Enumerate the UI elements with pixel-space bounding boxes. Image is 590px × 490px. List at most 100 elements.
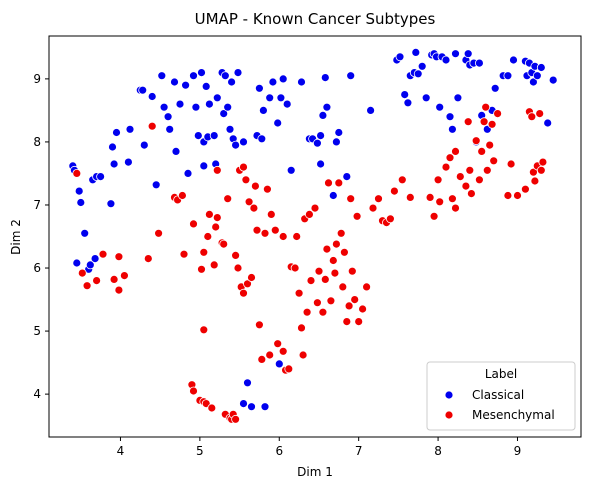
legend-title: Label bbox=[485, 367, 517, 381]
point-classical-5 bbox=[80, 228, 90, 238]
chart-title: UMAP - Known Cancer Subtypes bbox=[195, 10, 436, 28]
point-mesenchymal-120 bbox=[466, 189, 476, 199]
point-classical-116 bbox=[509, 55, 518, 65]
point-classical-56 bbox=[247, 402, 256, 412]
point-mesenchymal-106 bbox=[405, 192, 415, 202]
point-classical-76 bbox=[320, 73, 330, 82]
point-mesenchymal-81 bbox=[324, 178, 333, 188]
point-mesenchymal-47 bbox=[243, 279, 252, 289]
point-mesenchymal-1 bbox=[77, 268, 87, 278]
point-mesenchymal-76 bbox=[312, 298, 322, 308]
point-mesenchymal-134 bbox=[521, 184, 530, 194]
point-mesenchymal-58 bbox=[266, 209, 276, 219]
point-classical-41 bbox=[209, 131, 219, 141]
point-mesenchymal-66 bbox=[290, 263, 300, 273]
point-mesenchymal-112 bbox=[445, 153, 455, 163]
x-tick-label-6: 6 bbox=[275, 444, 283, 458]
point-classical-91 bbox=[413, 69, 423, 79]
point-mesenchymal-78 bbox=[318, 307, 328, 317]
point-classical-10 bbox=[90, 254, 100, 264]
point-mesenchymal-72 bbox=[302, 307, 312, 317]
point-mesenchymal-100 bbox=[374, 194, 383, 204]
point-classical-100 bbox=[445, 112, 455, 122]
point-classical-126 bbox=[548, 75, 558, 85]
point-classical-63 bbox=[268, 77, 278, 87]
point-mesenchymal-128 bbox=[487, 119, 497, 129]
point-classical-17 bbox=[125, 124, 135, 134]
point-classical-66 bbox=[276, 93, 286, 103]
point-mesenchymal-107 bbox=[425, 192, 435, 202]
point-mesenchymal-114 bbox=[451, 146, 460, 156]
point-mesenchymal-126 bbox=[482, 165, 492, 175]
point-classical-115 bbox=[503, 71, 513, 81]
point-mesenchymal-10 bbox=[147, 121, 157, 131]
legend-entry-classical: Classical bbox=[472, 388, 524, 402]
point-mesenchymal-50 bbox=[249, 203, 259, 213]
point-mesenchymal-67 bbox=[292, 232, 302, 241]
point-mesenchymal-124 bbox=[479, 117, 489, 127]
point-classical-28 bbox=[171, 146, 181, 156]
point-classical-3 bbox=[74, 186, 84, 196]
point-classical-68 bbox=[282, 99, 292, 109]
point-mesenchymal-14 bbox=[177, 191, 187, 200]
point-classical-127 bbox=[297, 77, 306, 87]
point-classical-109 bbox=[474, 58, 484, 68]
point-mesenchymal-74 bbox=[306, 276, 316, 286]
point-mesenchymal-109 bbox=[433, 175, 443, 185]
y-tick-label-5: 5 bbox=[33, 324, 41, 338]
point-mesenchymal-105 bbox=[397, 175, 407, 185]
point-mesenchymal-68 bbox=[294, 288, 304, 298]
point-mesenchymal-75 bbox=[310, 203, 320, 213]
point-mesenchymal-89 bbox=[339, 247, 349, 257]
point-classical-69 bbox=[286, 165, 296, 175]
point-mesenchymal-29 bbox=[211, 222, 221, 232]
point-classical-92 bbox=[417, 61, 427, 71]
point-mesenchymal-110 bbox=[435, 197, 445, 207]
point-mesenchymal-132 bbox=[506, 159, 516, 169]
legend: Label Classical Mesenchymal bbox=[426, 361, 576, 431]
point-classical-53 bbox=[239, 137, 248, 147]
point-mesenchymal-139 bbox=[535, 109, 545, 118]
point-classical-45 bbox=[219, 109, 229, 118]
point-mesenchymal-4 bbox=[98, 249, 108, 259]
point-mesenchymal-113 bbox=[447, 194, 457, 204]
point-mesenchymal-98 bbox=[362, 282, 372, 292]
point-mesenchymal-51 bbox=[250, 181, 260, 191]
point-mesenchymal-18 bbox=[189, 219, 198, 229]
point-classical-2 bbox=[72, 258, 82, 268]
point-classical-19 bbox=[138, 85, 148, 95]
point-mesenchymal-121 bbox=[471, 136, 481, 146]
point-classical-34 bbox=[193, 131, 203, 141]
point-mesenchymal-96 bbox=[354, 317, 364, 327]
point-mesenchymal-84 bbox=[330, 268, 340, 278]
point-mesenchymal-25 bbox=[203, 232, 213, 241]
point-classical-113 bbox=[490, 83, 500, 93]
point-mesenchymal-141 bbox=[538, 157, 548, 167]
point-mesenchymal-44 bbox=[239, 162, 248, 172]
point-mesenchymal-82 bbox=[326, 296, 336, 306]
y-tick-label-6: 6 bbox=[33, 261, 41, 275]
point-classical-97 bbox=[435, 102, 445, 112]
point-classical-13 bbox=[108, 142, 117, 152]
point-mesenchymal-142 bbox=[527, 112, 537, 122]
point-mesenchymal-122 bbox=[474, 175, 484, 185]
point-mesenchymal-49 bbox=[247, 273, 256, 282]
point-mesenchymal-80 bbox=[322, 244, 332, 254]
point-mesenchymal-28 bbox=[209, 260, 219, 270]
point-classical-79 bbox=[331, 137, 341, 147]
point-mesenchymal-133 bbox=[513, 191, 522, 200]
point-mesenchymal-6 bbox=[114, 285, 124, 295]
point-classical-16 bbox=[123, 157, 133, 167]
point-mesenchymal-119 bbox=[465, 165, 475, 175]
point-classical-78 bbox=[328, 191, 338, 200]
point-classical-12 bbox=[106, 199, 116, 209]
point-classical-23 bbox=[157, 71, 167, 81]
point-mesenchymal-77 bbox=[314, 266, 324, 276]
point-mesenchymal-56 bbox=[262, 184, 272, 194]
point-classical-102 bbox=[451, 49, 460, 59]
x-axis-label: Dim 1 bbox=[297, 465, 333, 479]
point-mesenchymal-125 bbox=[481, 102, 491, 112]
point-mesenchymal-79 bbox=[320, 274, 330, 284]
point-mesenchymal-104 bbox=[389, 186, 399, 196]
x-tick-label-7: 7 bbox=[355, 444, 363, 458]
